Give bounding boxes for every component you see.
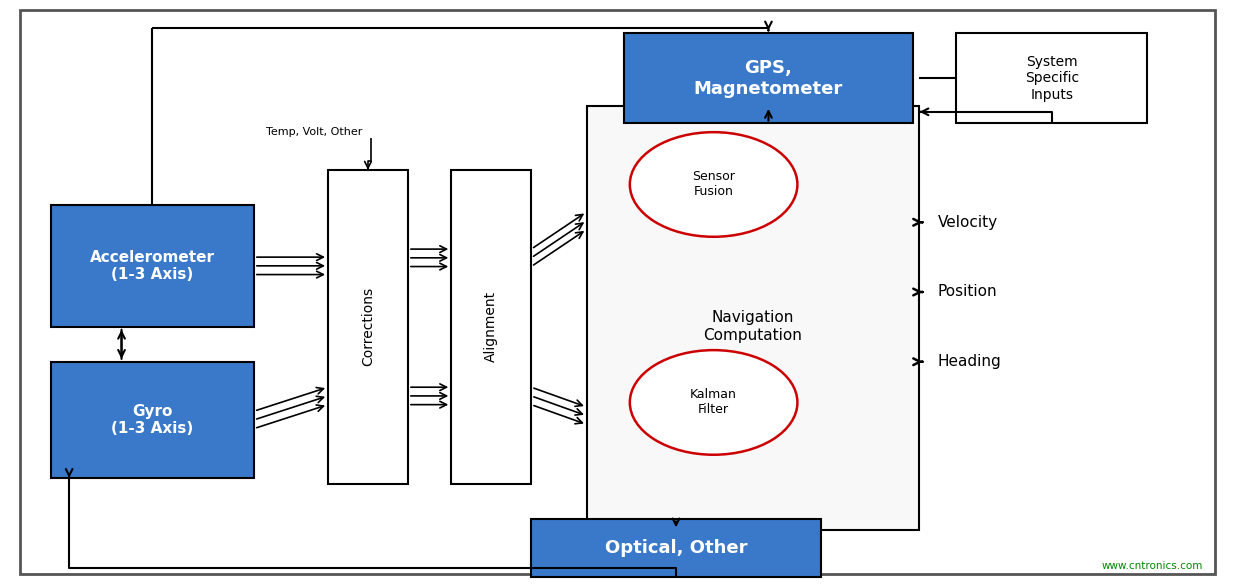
FancyBboxPatch shape [51, 361, 254, 478]
Ellipse shape [630, 132, 798, 237]
FancyBboxPatch shape [531, 519, 821, 577]
Text: Sensor
Fusion: Sensor Fusion [692, 171, 735, 199]
Text: Alignment: Alignment [484, 291, 498, 363]
FancyBboxPatch shape [956, 33, 1147, 123]
FancyBboxPatch shape [20, 10, 1215, 574]
Text: Velocity: Velocity [937, 215, 998, 230]
FancyBboxPatch shape [451, 170, 531, 484]
Text: www.cntronics.com: www.cntronics.com [1102, 561, 1203, 571]
Text: Gyro
(1-3 Axis): Gyro (1-3 Axis) [111, 404, 194, 436]
Text: GPS,
Magnetometer: GPS, Magnetometer [694, 59, 844, 98]
FancyBboxPatch shape [329, 170, 408, 484]
FancyBboxPatch shape [51, 205, 254, 327]
Text: Temp, Volt, Other: Temp, Volt, Other [267, 127, 363, 137]
Text: Optical, Other: Optical, Other [605, 538, 747, 557]
Text: Corrections: Corrections [361, 287, 375, 366]
Ellipse shape [630, 350, 798, 455]
Text: Position: Position [937, 284, 998, 300]
Text: Kalman
Filter: Kalman Filter [690, 388, 737, 416]
Text: Navigation
Computation: Navigation Computation [704, 311, 803, 343]
Text: System
Specific
Inputs: System Specific Inputs [1025, 55, 1079, 102]
FancyBboxPatch shape [624, 33, 913, 123]
Text: Accelerometer
(1-3 Axis): Accelerometer (1-3 Axis) [90, 249, 215, 282]
Text: Heading: Heading [937, 354, 1002, 369]
FancyBboxPatch shape [587, 106, 919, 530]
